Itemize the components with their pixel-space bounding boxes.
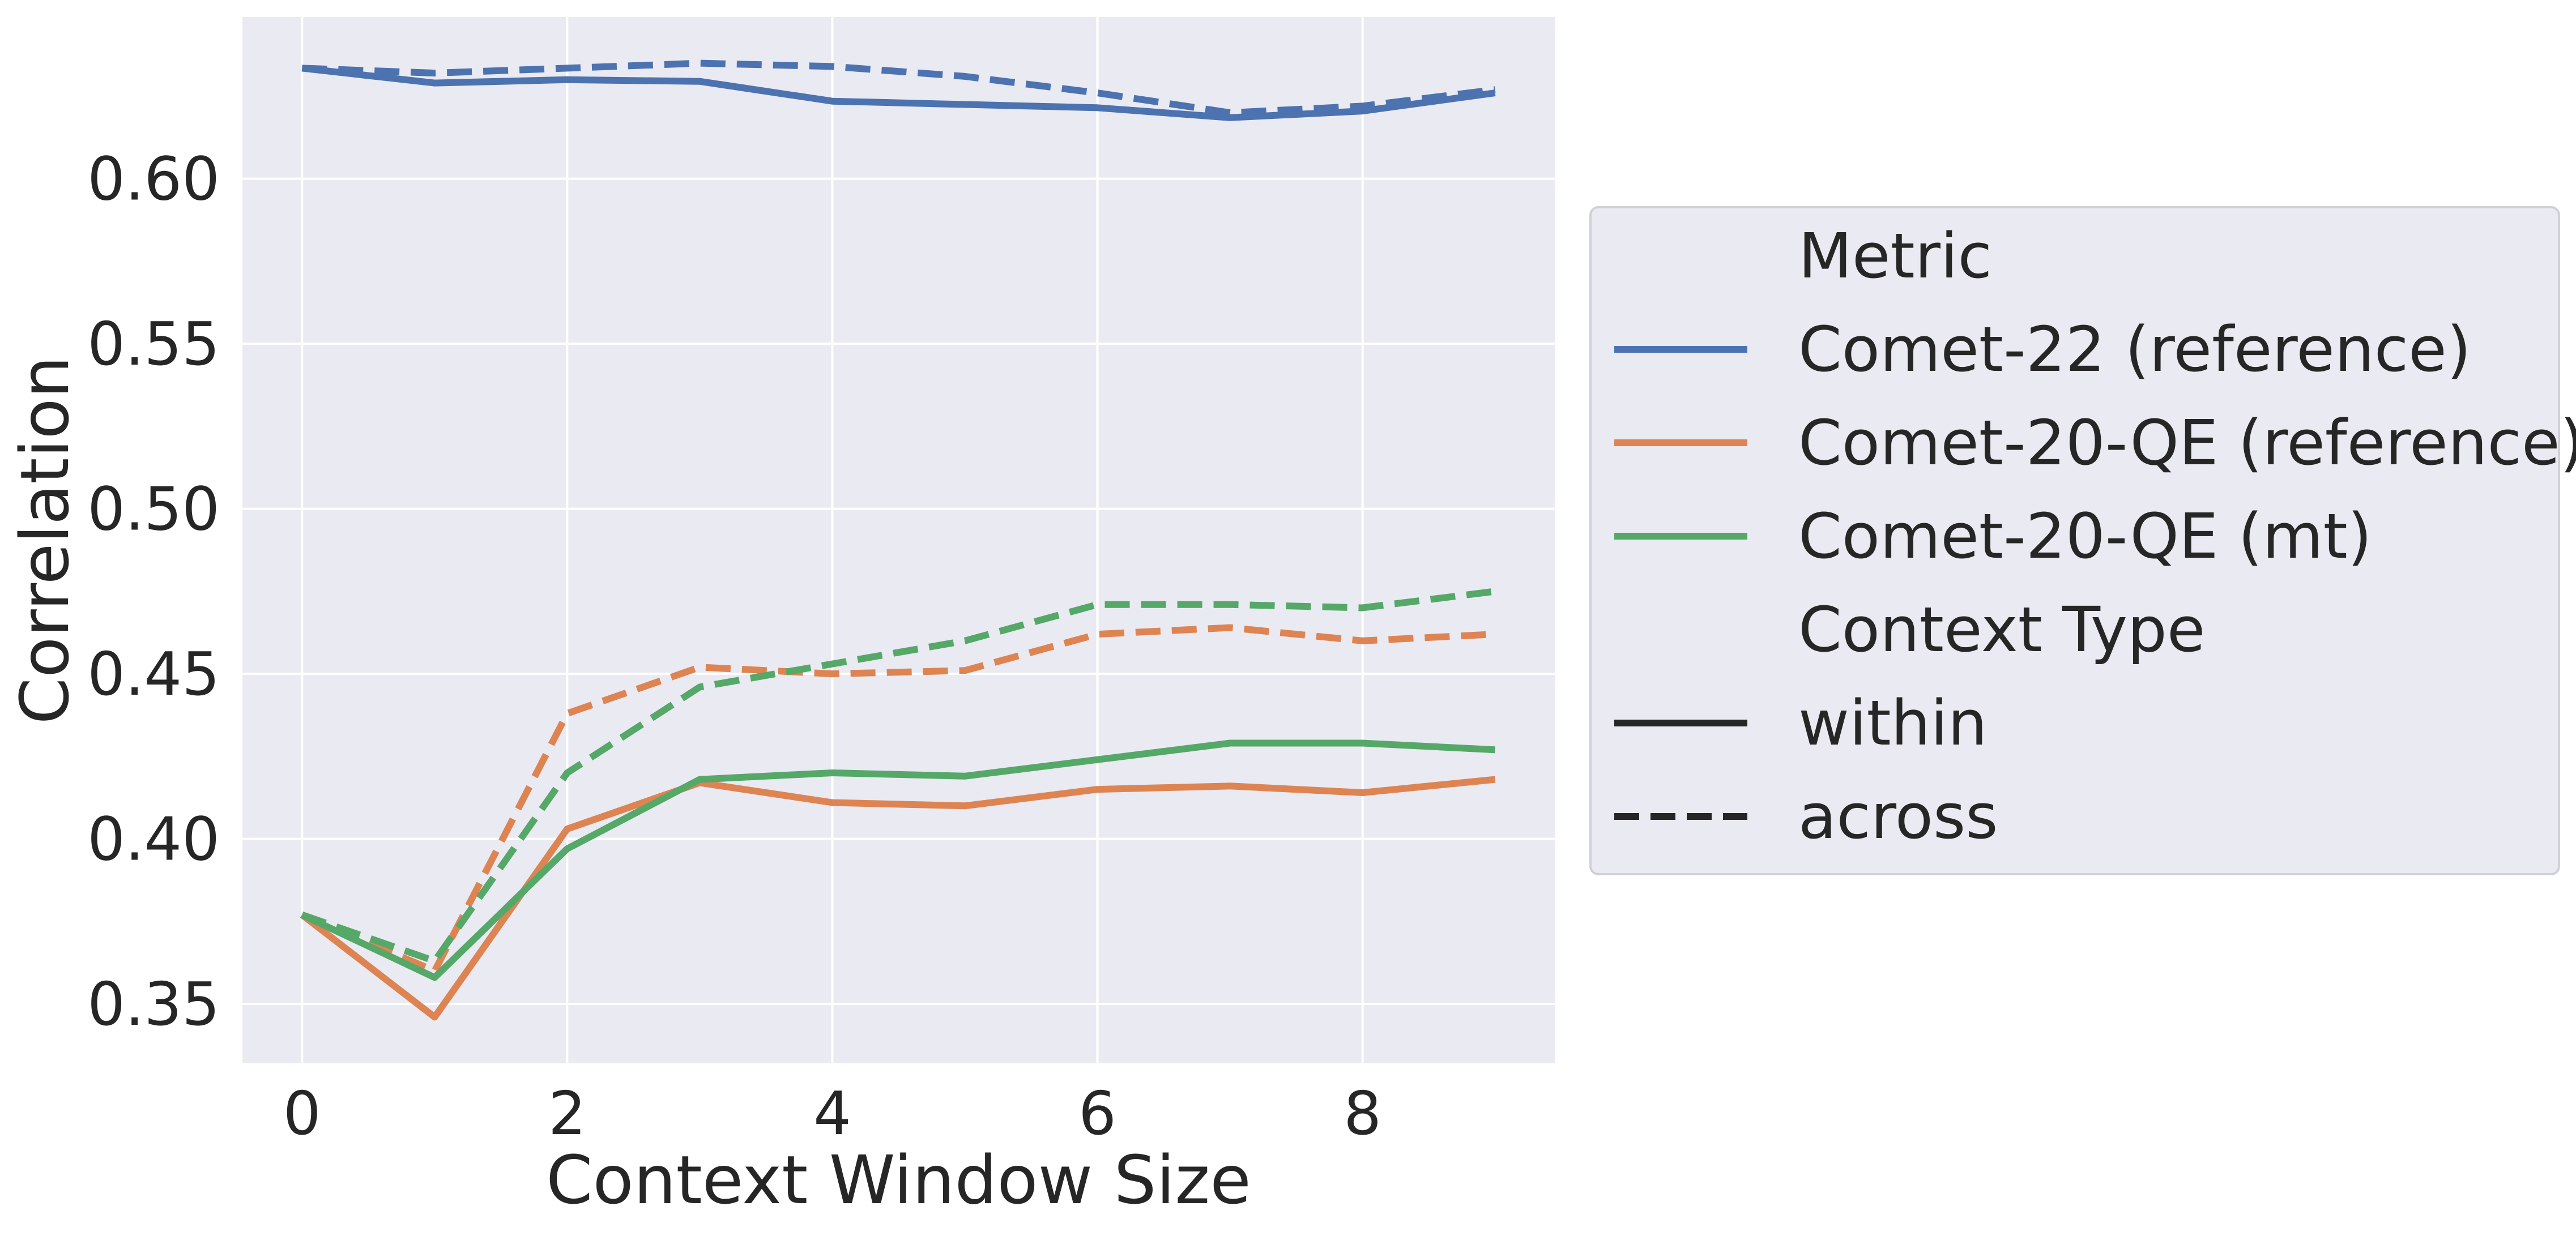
y-tick-label: 0.60 xyxy=(87,145,220,214)
legend: Metric Context Type Comet-22 (reference)… xyxy=(1589,206,2576,875)
y-tick-label: 0.45 xyxy=(87,640,220,709)
legend-entries: Comet-22 (reference) Comet-20-QE (referen… xyxy=(1614,313,2576,853)
legend-label: across xyxy=(1798,780,1998,853)
legend-metric-title: Metric xyxy=(1798,220,1992,292)
series-line-within xyxy=(300,739,1495,981)
series-line-within xyxy=(301,65,1496,121)
series-line-across xyxy=(301,588,1496,965)
y-tick-label: 0.50 xyxy=(87,475,220,544)
y-axis-title: Correlation xyxy=(6,356,84,725)
series-line-within xyxy=(300,776,1496,1021)
x-axis-title: Context Window Size xyxy=(546,1141,1251,1219)
legend-label: Comet-20-QE (mt) xyxy=(1798,500,2372,572)
y-tick-label: 0.40 xyxy=(87,805,220,874)
series-line-across xyxy=(300,624,1495,974)
series-line-across xyxy=(302,59,1496,117)
legend-label: Comet-20-QE (reference) xyxy=(1798,407,2576,479)
plot-area xyxy=(242,17,1555,1063)
x-tick-label: 0 xyxy=(283,1079,321,1148)
x-tick-label: 6 xyxy=(1078,1079,1116,1148)
legend-box xyxy=(1589,206,2560,875)
x-tick-label: 8 xyxy=(1344,1079,1381,1148)
grid xyxy=(242,17,1555,1063)
y-tick-label: 0.55 xyxy=(87,310,220,379)
legend-label: within xyxy=(1798,687,1988,759)
series-lines xyxy=(300,59,1496,1021)
legend-context-type-title: Context Type xyxy=(1798,593,2206,666)
y-axis-ticks: 0.35 0.40 0.45 0.50 0.55 0.60 xyxy=(87,145,220,1039)
legend-label: Comet-22 (reference) xyxy=(1798,313,2471,386)
x-axis-ticks: 0 2 4 6 8 xyxy=(283,1079,1381,1148)
y-tick-label: 0.35 xyxy=(87,970,220,1039)
x-tick-label: 4 xyxy=(813,1079,851,1148)
x-tick-label: 2 xyxy=(548,1079,586,1148)
